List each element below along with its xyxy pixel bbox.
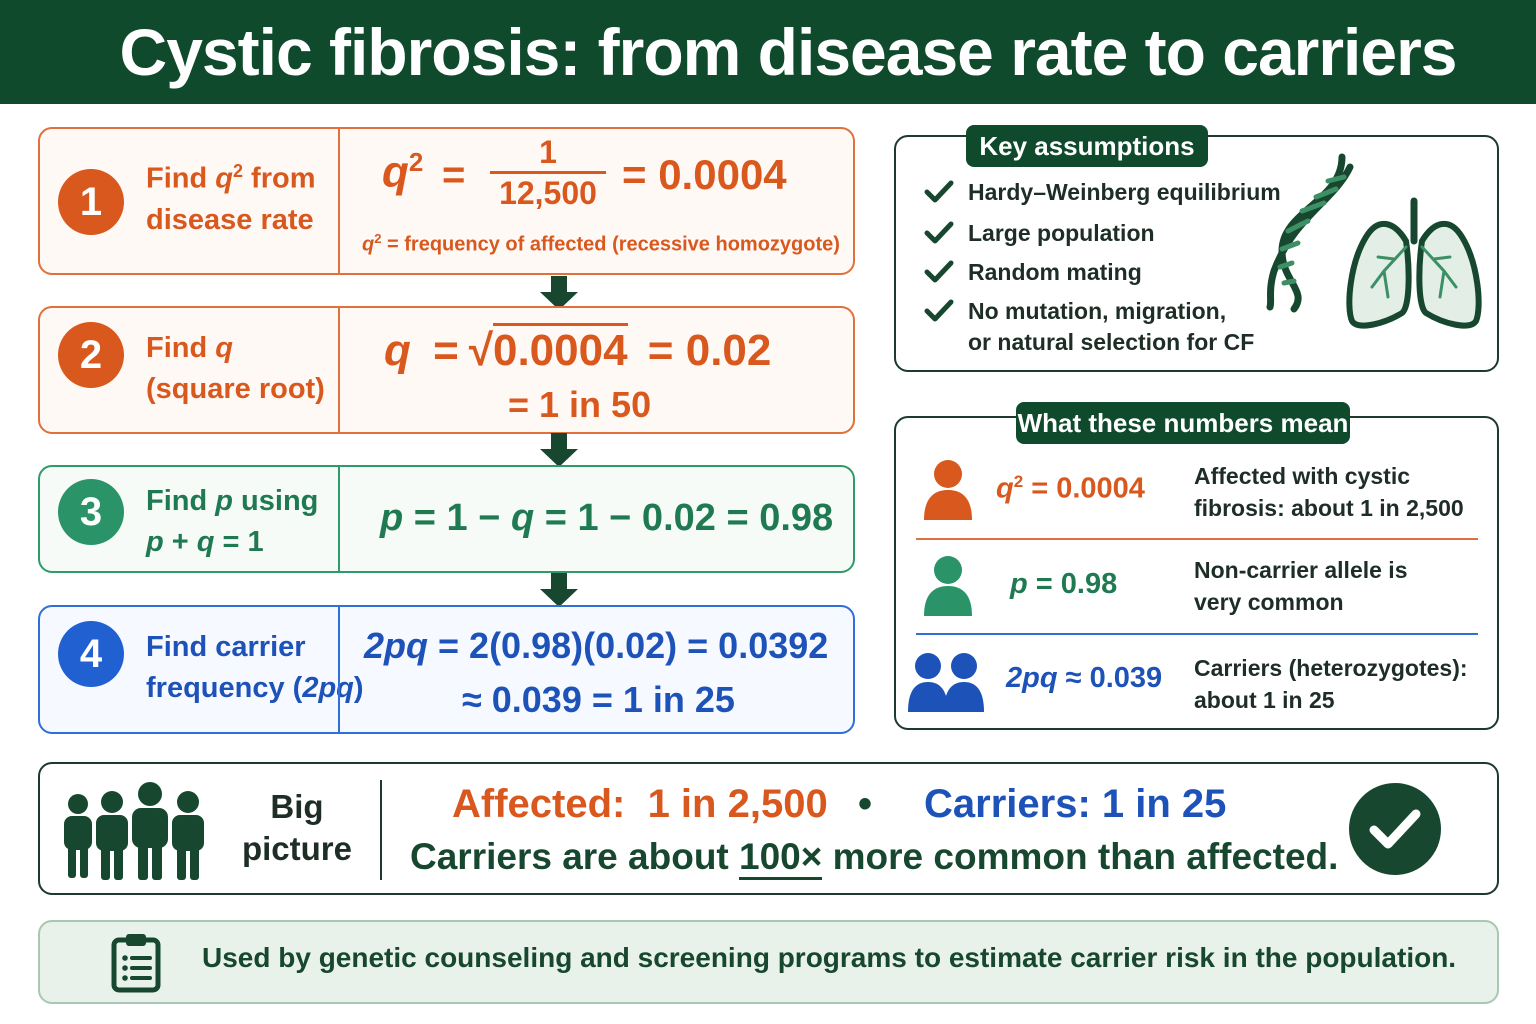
down-arrow-icon: [540, 573, 578, 607]
down-arrow-icon: [540, 433, 578, 467]
square-root-icon: √: [468, 326, 493, 375]
step-label: Find carrier frequency (2pq): [146, 631, 364, 704]
step-1-box: 1 Find q2 from disease rate q2 = 1 12,50…: [38, 127, 855, 275]
fraction: 1 12,500: [490, 135, 606, 210]
person-icon: [924, 556, 972, 616]
comparison-statement: Carriers are about 100× more common than…: [410, 836, 1338, 880]
page-title: Cystic fibrosis: from disease rate to ca…: [119, 15, 1458, 89]
step-4-box: 4 Find carrier frequency (2pq) 2pq = 2(0…: [38, 605, 855, 734]
check-icon: [924, 260, 954, 283]
equals-sign: =: [442, 153, 466, 197]
divider: [338, 607, 340, 732]
q-squared-lhs: q2: [382, 147, 424, 197]
one-in-fifty: = 1 in 50: [508, 384, 652, 425]
key-assumptions-panel: Key assumptions Hardy–Weinberg equilibri…: [894, 125, 1499, 372]
lungs-icon: [1346, 197, 1482, 329]
key-assumptions-tag: Key assumptions: [966, 125, 1208, 167]
non-carrier-description: Non-carrier allele is very common: [1194, 557, 1408, 615]
two-pq-value: 2pq ≈ 0.039: [1006, 662, 1163, 694]
big-picture-label: Big picture: [241, 788, 353, 867]
fraction-denominator: 12,500: [499, 175, 597, 211]
meaning-panel: What these numbers mean q2 = 0.0004 Affe…: [894, 402, 1499, 730]
person-icon: [924, 460, 972, 520]
two-people-icon: [908, 653, 984, 712]
header-bar: [0, 0, 1536, 104]
step-label: Find q (square root): [146, 332, 325, 405]
p-equation: p = 1 − q = 1 − 0.02 = 0.98: [380, 497, 834, 539]
step-number-badge: 3: [58, 479, 124, 545]
q-squared-result: = 0.0004: [622, 151, 787, 198]
divider: [380, 780, 382, 880]
clipboard-icon: [111, 934, 161, 993]
row-divider: [916, 538, 1478, 540]
divider: [338, 308, 340, 432]
check-circle-icon: [1349, 783, 1441, 875]
carriers-summary: Carriers: 1 in 25: [924, 782, 1227, 826]
footer-note-box: Used by genetic counseling and screening…: [38, 920, 1499, 1004]
step-number-badge: 2: [58, 322, 124, 388]
people-group-icon: [64, 782, 204, 880]
step-label: Find p using p + q = 1: [146, 485, 319, 558]
one-in-twenty-five: ≈ 0.039 = 1 in 25: [462, 679, 735, 720]
step-number-badge: 1: [58, 169, 124, 235]
affected-description: Affected with cystic fibrosis: about 1 in…: [1194, 463, 1464, 521]
p-value: p = 0.98: [1010, 568, 1118, 600]
check-icon: [924, 299, 954, 322]
bullet-separator: •: [858, 782, 873, 826]
step-number-badge: 4: [58, 621, 124, 687]
carrier-equation: 2pq = 2(0.98)(0.02) = 0.0392: [364, 625, 829, 666]
row-divider: [916, 633, 1478, 635]
variable-q: q: [215, 162, 233, 195]
step-label: Find q2 from disease rate: [146, 161, 316, 236]
square-root-equation: q = √0.0004 = 0.02: [384, 323, 771, 376]
step-3-box: 3 Find p using p + q = 1 p = 1 − q = 1 −…: [38, 465, 855, 573]
footer-text: Used by genetic counseling and screening…: [202, 942, 1457, 973]
affected-summary: Affected: 1 in 2,500: [452, 782, 828, 826]
check-icon: [924, 180, 954, 203]
fraction-bar: [490, 171, 606, 174]
step-2-box: 2 Find q (square root) q = √0.0004 = 0.02…: [38, 306, 855, 434]
check-icon: [924, 221, 954, 244]
q-squared-value: q2 = 0.0004: [996, 472, 1145, 505]
dna-icon: [1266, 153, 1354, 313]
meaning-tag: What these numbers mean: [1016, 402, 1350, 444]
divider: [338, 129, 340, 273]
big-picture-box: Big picture Affected: 1 in 2,500 • Carrie…: [38, 762, 1499, 895]
q-squared-note: q2 = frequency of affected (recessive ho…: [362, 231, 840, 256]
fraction-numerator: 1: [539, 134, 557, 170]
carrier-description: Carriers (heterozygotes): about 1 in 25: [1194, 655, 1468, 713]
divider: [338, 467, 340, 571]
down-arrow-icon: [540, 276, 578, 310]
